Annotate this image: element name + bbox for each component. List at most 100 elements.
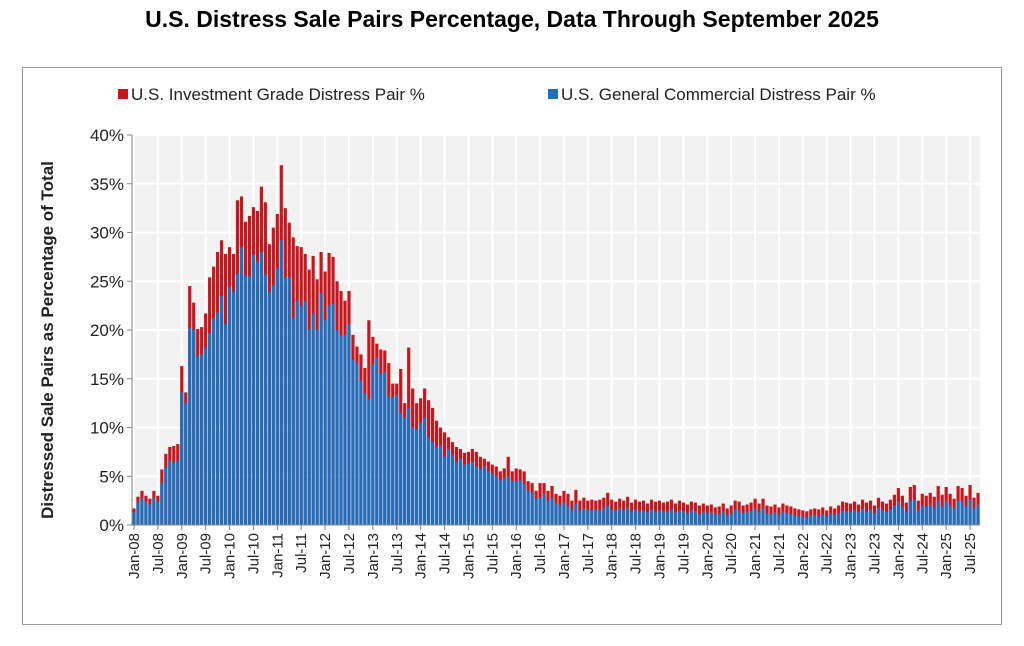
bar-general-commercial: [856, 512, 861, 525]
bar-general-commercial: [518, 480, 522, 525]
bar-general-commercial: [359, 380, 363, 525]
bar-general-commercial: [243, 275, 248, 525]
bar-general-commercial: [833, 515, 837, 525]
bar-general-commercial: [880, 510, 885, 525]
bar-general-commercial: [391, 397, 395, 525]
bar-general-commercial: [809, 515, 813, 525]
bar-general-commercial: [450, 454, 455, 525]
bar-general-commercial: [462, 464, 467, 525]
bar-general-commercial: [323, 320, 327, 525]
bar-general-commercial: [598, 510, 602, 525]
x-tick-label: Jan-23: [843, 533, 860, 579]
bar-general-commercial: [952, 508, 956, 525]
bar-general-commercial: [908, 500, 912, 525]
bar-general-commercial: [741, 513, 745, 525]
bar-general-commercial: [777, 515, 781, 525]
y-tick-label: 25%: [90, 272, 124, 291]
legend-swatch: [118, 89, 128, 99]
bar-general-commercial: [231, 291, 236, 525]
x-tick-label: Jul-13: [389, 533, 406, 574]
x-tick-label: Jul-10: [245, 533, 262, 574]
bar-general-commercial: [864, 511, 869, 525]
x-tick-label: Jul-18: [628, 533, 645, 574]
bar-general-commercial: [645, 512, 650, 525]
bar-general-commercial: [526, 490, 530, 525]
bar-general-commercial: [641, 510, 646, 525]
bar-general-commercial: [275, 268, 279, 525]
bar-general-commercial: [630, 511, 634, 525]
bar-general-commercial: [860, 508, 865, 525]
bar-general-commercial: [132, 512, 136, 525]
bar-general-commercial: [924, 506, 928, 525]
bar-general-commercial: [223, 324, 228, 525]
x-tick-label: Jan-18: [604, 533, 621, 579]
bar-general-commercial: [299, 305, 303, 525]
y-tick-label: 15%: [90, 370, 124, 389]
x-tick-label: Jan-21: [747, 533, 764, 579]
bar-general-commercial: [920, 505, 924, 525]
x-tick-label: Jan-11: [269, 533, 286, 578]
bar-general-commercial: [733, 509, 737, 525]
bar-general-commercial: [853, 510, 857, 525]
bar-general-commercial: [817, 516, 821, 525]
bar-general-commercial: [208, 332, 212, 525]
bar-general-commercial: [765, 513, 769, 525]
bar-general-commercial: [331, 303, 335, 525]
bar-general-commercial: [582, 508, 586, 525]
x-tick-label: Jul-21: [771, 533, 788, 574]
bar-general-commercial: [486, 471, 490, 525]
bar-general-commercial: [419, 422, 423, 525]
bar-general-commercial: [204, 347, 208, 525]
bar-general-commercial: [239, 247, 244, 525]
y-tick-label: 40%: [90, 126, 124, 145]
bar-general-commercial: [626, 507, 630, 525]
bar-general-commercial: [594, 509, 598, 525]
x-tick-label: Jan-20: [699, 533, 716, 579]
bar-general-commercial: [602, 508, 606, 525]
bar-general-commercial: [216, 312, 220, 525]
bar-general-commercial: [837, 513, 841, 525]
x-tick-label: Jan-19: [652, 533, 669, 579]
x-tick-label: Jan-08: [126, 533, 143, 579]
bar-general-commercial: [558, 505, 562, 525]
x-tick-label: Jul-15: [484, 533, 501, 574]
chart-title: U.S. Distress Sale Pairs Percentage, Dat…: [145, 6, 879, 32]
bar-general-commercial: [267, 291, 271, 525]
bar-general-commercial: [793, 515, 797, 525]
bar-general-commercial: [287, 277, 291, 525]
bar-general-commercial: [291, 318, 295, 525]
bar-general-commercial: [156, 501, 160, 525]
bar-general-commercial: [729, 513, 733, 525]
bar-general-commercial: [745, 512, 749, 525]
bar-general-commercial: [351, 359, 355, 525]
legend-label: U.S. General Commercial Distress Pair %: [561, 85, 876, 104]
bar-general-commercial: [669, 509, 674, 525]
x-tick-label: Jan-09: [174, 533, 191, 579]
bar-general-commercial: [490, 473, 494, 525]
bar-general-commercial: [801, 516, 805, 525]
bar-general-commercial: [936, 500, 940, 525]
bar-general-commercial: [789, 514, 793, 525]
bar-general-commercial: [363, 393, 367, 525]
bar-general-commercial: [725, 515, 729, 525]
y-tick-label: 30%: [90, 224, 124, 243]
bar-general-commercial: [148, 504, 152, 525]
bar-general-commercial: [371, 364, 375, 525]
bar-general-commercial: [701, 512, 705, 525]
x-tick-label: Jul-09: [198, 533, 215, 574]
bar-general-commercial: [315, 330, 319, 525]
bar-general-commercial: [311, 313, 315, 525]
x-tick-label: Jul-16: [532, 533, 549, 574]
bar-general-commercial: [665, 511, 670, 525]
x-tick-label: Jan-15: [460, 533, 477, 579]
bar-general-commercial: [661, 511, 666, 525]
x-tick-label: Jul-19: [675, 533, 692, 574]
bar-general-commercial: [514, 481, 518, 525]
bar-general-commercial: [892, 505, 896, 525]
bar-general-commercial: [470, 461, 474, 525]
bar-general-commercial: [411, 427, 415, 525]
bar-general-commercial: [785, 513, 789, 525]
bar-general-commercial: [653, 511, 658, 525]
y-tick-label: 35%: [90, 175, 124, 194]
